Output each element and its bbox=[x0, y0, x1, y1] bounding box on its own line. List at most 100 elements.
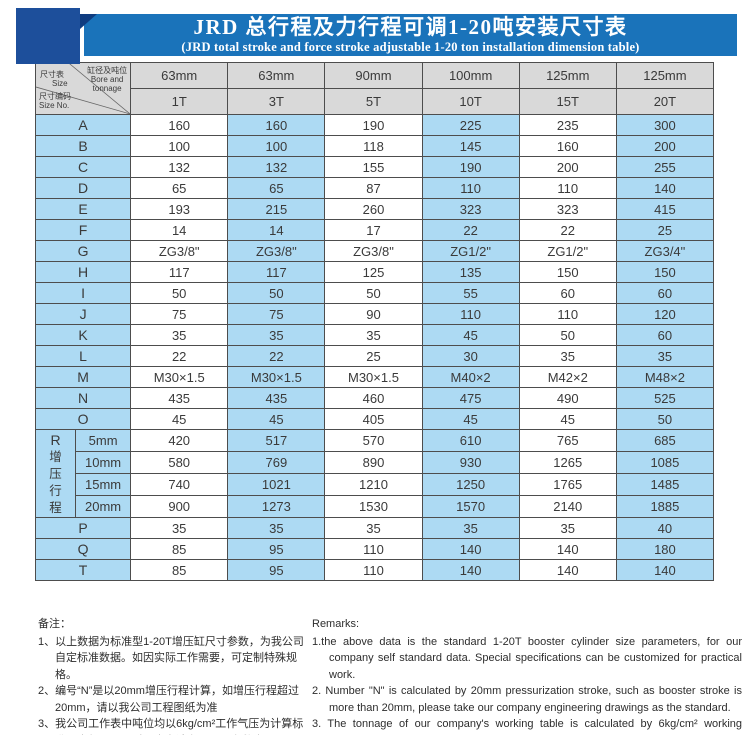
cell: 570 bbox=[324, 429, 423, 452]
remarks-zh-title: 备注： bbox=[38, 618, 71, 630]
cell: 22 bbox=[227, 345, 326, 367]
cell: 200 bbox=[518, 156, 617, 178]
row-label: Q bbox=[34, 538, 132, 560]
cell: 125 bbox=[324, 261, 423, 283]
cell: 40 bbox=[615, 517, 715, 539]
table-row: I 50 50 50 55 60 60 bbox=[34, 282, 715, 304]
bore-header: 125mm bbox=[615, 62, 715, 89]
cell: 890 bbox=[324, 451, 423, 474]
cell: 45 bbox=[421, 408, 520, 430]
r-subrow-label: 15mm bbox=[75, 473, 132, 496]
cell: 110 bbox=[518, 303, 617, 325]
table-row: C 132 132 155 190 200 255 bbox=[34, 156, 715, 178]
cell: 1250 bbox=[421, 473, 520, 496]
cell: 900 bbox=[130, 495, 229, 518]
cell: 215 bbox=[227, 198, 326, 220]
cell: 150 bbox=[615, 261, 715, 283]
cell: 415 bbox=[615, 198, 715, 220]
cell: 35 bbox=[615, 345, 715, 367]
row-label: I bbox=[34, 282, 132, 304]
cell: 110 bbox=[518, 177, 617, 199]
table-row: A 160 160 190 225 235 300 bbox=[34, 114, 715, 136]
table-row: N 435 435 460 475 490 525 bbox=[34, 387, 715, 409]
cell: 45 bbox=[130, 408, 229, 430]
cell: 765 bbox=[518, 429, 617, 452]
corner-label-bore-tonnage: 缸径及吨位 Bore and tonnage bbox=[87, 66, 127, 93]
table-row: J 75 75 90 110 110 120 bbox=[34, 303, 715, 325]
cell: 85 bbox=[130, 538, 229, 560]
cell: 193 bbox=[130, 198, 229, 220]
corner-decoration-square bbox=[16, 8, 80, 64]
cell: 610 bbox=[421, 429, 520, 452]
cell: 75 bbox=[130, 303, 229, 325]
row-label: L bbox=[34, 345, 132, 367]
cell: 55 bbox=[421, 282, 520, 304]
cell: 2140 bbox=[518, 495, 617, 518]
row-label: K bbox=[34, 324, 132, 346]
cell: 135 bbox=[421, 261, 520, 283]
cell: 1485 bbox=[615, 473, 715, 496]
cell: 323 bbox=[518, 198, 617, 220]
remark-item: 3. The tonnage of our company's working … bbox=[312, 718, 742, 735]
cell: 685 bbox=[615, 429, 715, 452]
corner-size-zh: 尺寸表 bbox=[40, 70, 64, 79]
cell: 475 bbox=[421, 387, 520, 409]
cell: 435 bbox=[227, 387, 326, 409]
table-row: K 35 35 35 45 50 60 bbox=[34, 324, 715, 346]
cell: 300 bbox=[615, 114, 715, 136]
cell: 140 bbox=[421, 538, 520, 560]
cell: ZG1/2" bbox=[421, 240, 520, 262]
cell: 160 bbox=[130, 114, 229, 136]
row-label: G bbox=[34, 240, 132, 262]
table-row: L 22 22 25 30 35 35 bbox=[34, 345, 715, 367]
remark-item: 2、编号“N”是以20mm增压行程计算，如增压行程超过20mm，请以我公司工程图… bbox=[38, 685, 299, 714]
cell: M30×1.5 bbox=[130, 366, 229, 388]
cell: 50 bbox=[324, 282, 423, 304]
table-row: H 117 117 125 135 150 150 bbox=[34, 261, 715, 283]
r-section-row: R 增压行程 5mm 420 517 570 610 765 685 bbox=[34, 429, 715, 518]
cell: 75 bbox=[227, 303, 326, 325]
cell: 87 bbox=[324, 177, 423, 199]
cell: 60 bbox=[615, 324, 715, 346]
cell: 35 bbox=[324, 517, 423, 539]
row-label: F bbox=[34, 219, 132, 241]
corner-sizeno-en: Size No. bbox=[39, 101, 70, 110]
cell: 435 bbox=[130, 387, 229, 409]
cell: 50 bbox=[130, 282, 229, 304]
corner-bore-en2: tonnage bbox=[92, 84, 122, 93]
cell: 17 bbox=[324, 219, 423, 241]
cell: 1265 bbox=[518, 451, 617, 474]
page-title: JRD 总行程及力行程可调1-20吨安装尺寸表 bbox=[193, 15, 628, 39]
cell: 190 bbox=[324, 114, 423, 136]
cell: 95 bbox=[227, 559, 326, 581]
corner-bore-en1: Bore and bbox=[90, 75, 124, 84]
r-label-vertical-char: 程 bbox=[49, 501, 62, 515]
cell: ZG3/8" bbox=[227, 240, 326, 262]
cell: 14 bbox=[227, 219, 326, 241]
cell: 1273 bbox=[227, 495, 326, 518]
cell: 580 bbox=[130, 451, 229, 474]
cell: 140 bbox=[615, 559, 715, 581]
tonnage-header: 15T bbox=[518, 88, 617, 115]
cell: 769 bbox=[227, 451, 326, 474]
corner-size-en: Size bbox=[52, 79, 68, 88]
cell: 160 bbox=[518, 135, 617, 157]
cell: 160 bbox=[227, 114, 326, 136]
cell: 132 bbox=[227, 156, 326, 178]
cell: 35 bbox=[518, 345, 617, 367]
cell: 14 bbox=[130, 219, 229, 241]
table-row: G ZG3/8" ZG3/8" ZG3/8" ZG1/2" ZG1/2" ZG3/4" bbox=[34, 240, 715, 262]
cell: 118 bbox=[324, 135, 423, 157]
row-label: E bbox=[34, 198, 132, 220]
cell: 405 bbox=[324, 408, 423, 430]
cell: 22 bbox=[130, 345, 229, 367]
cell: 235 bbox=[518, 114, 617, 136]
cell: 260 bbox=[324, 198, 423, 220]
cell: ZG3/8" bbox=[130, 240, 229, 262]
tonnage-header: 20T bbox=[615, 88, 715, 115]
tonnage-header: 1T bbox=[130, 88, 229, 115]
cell: 190 bbox=[421, 156, 520, 178]
cell: 65 bbox=[227, 177, 326, 199]
bore-header: 100mm bbox=[421, 62, 520, 89]
remark-item: 2. Number "N" is calculated by 20mm pres… bbox=[312, 685, 742, 714]
